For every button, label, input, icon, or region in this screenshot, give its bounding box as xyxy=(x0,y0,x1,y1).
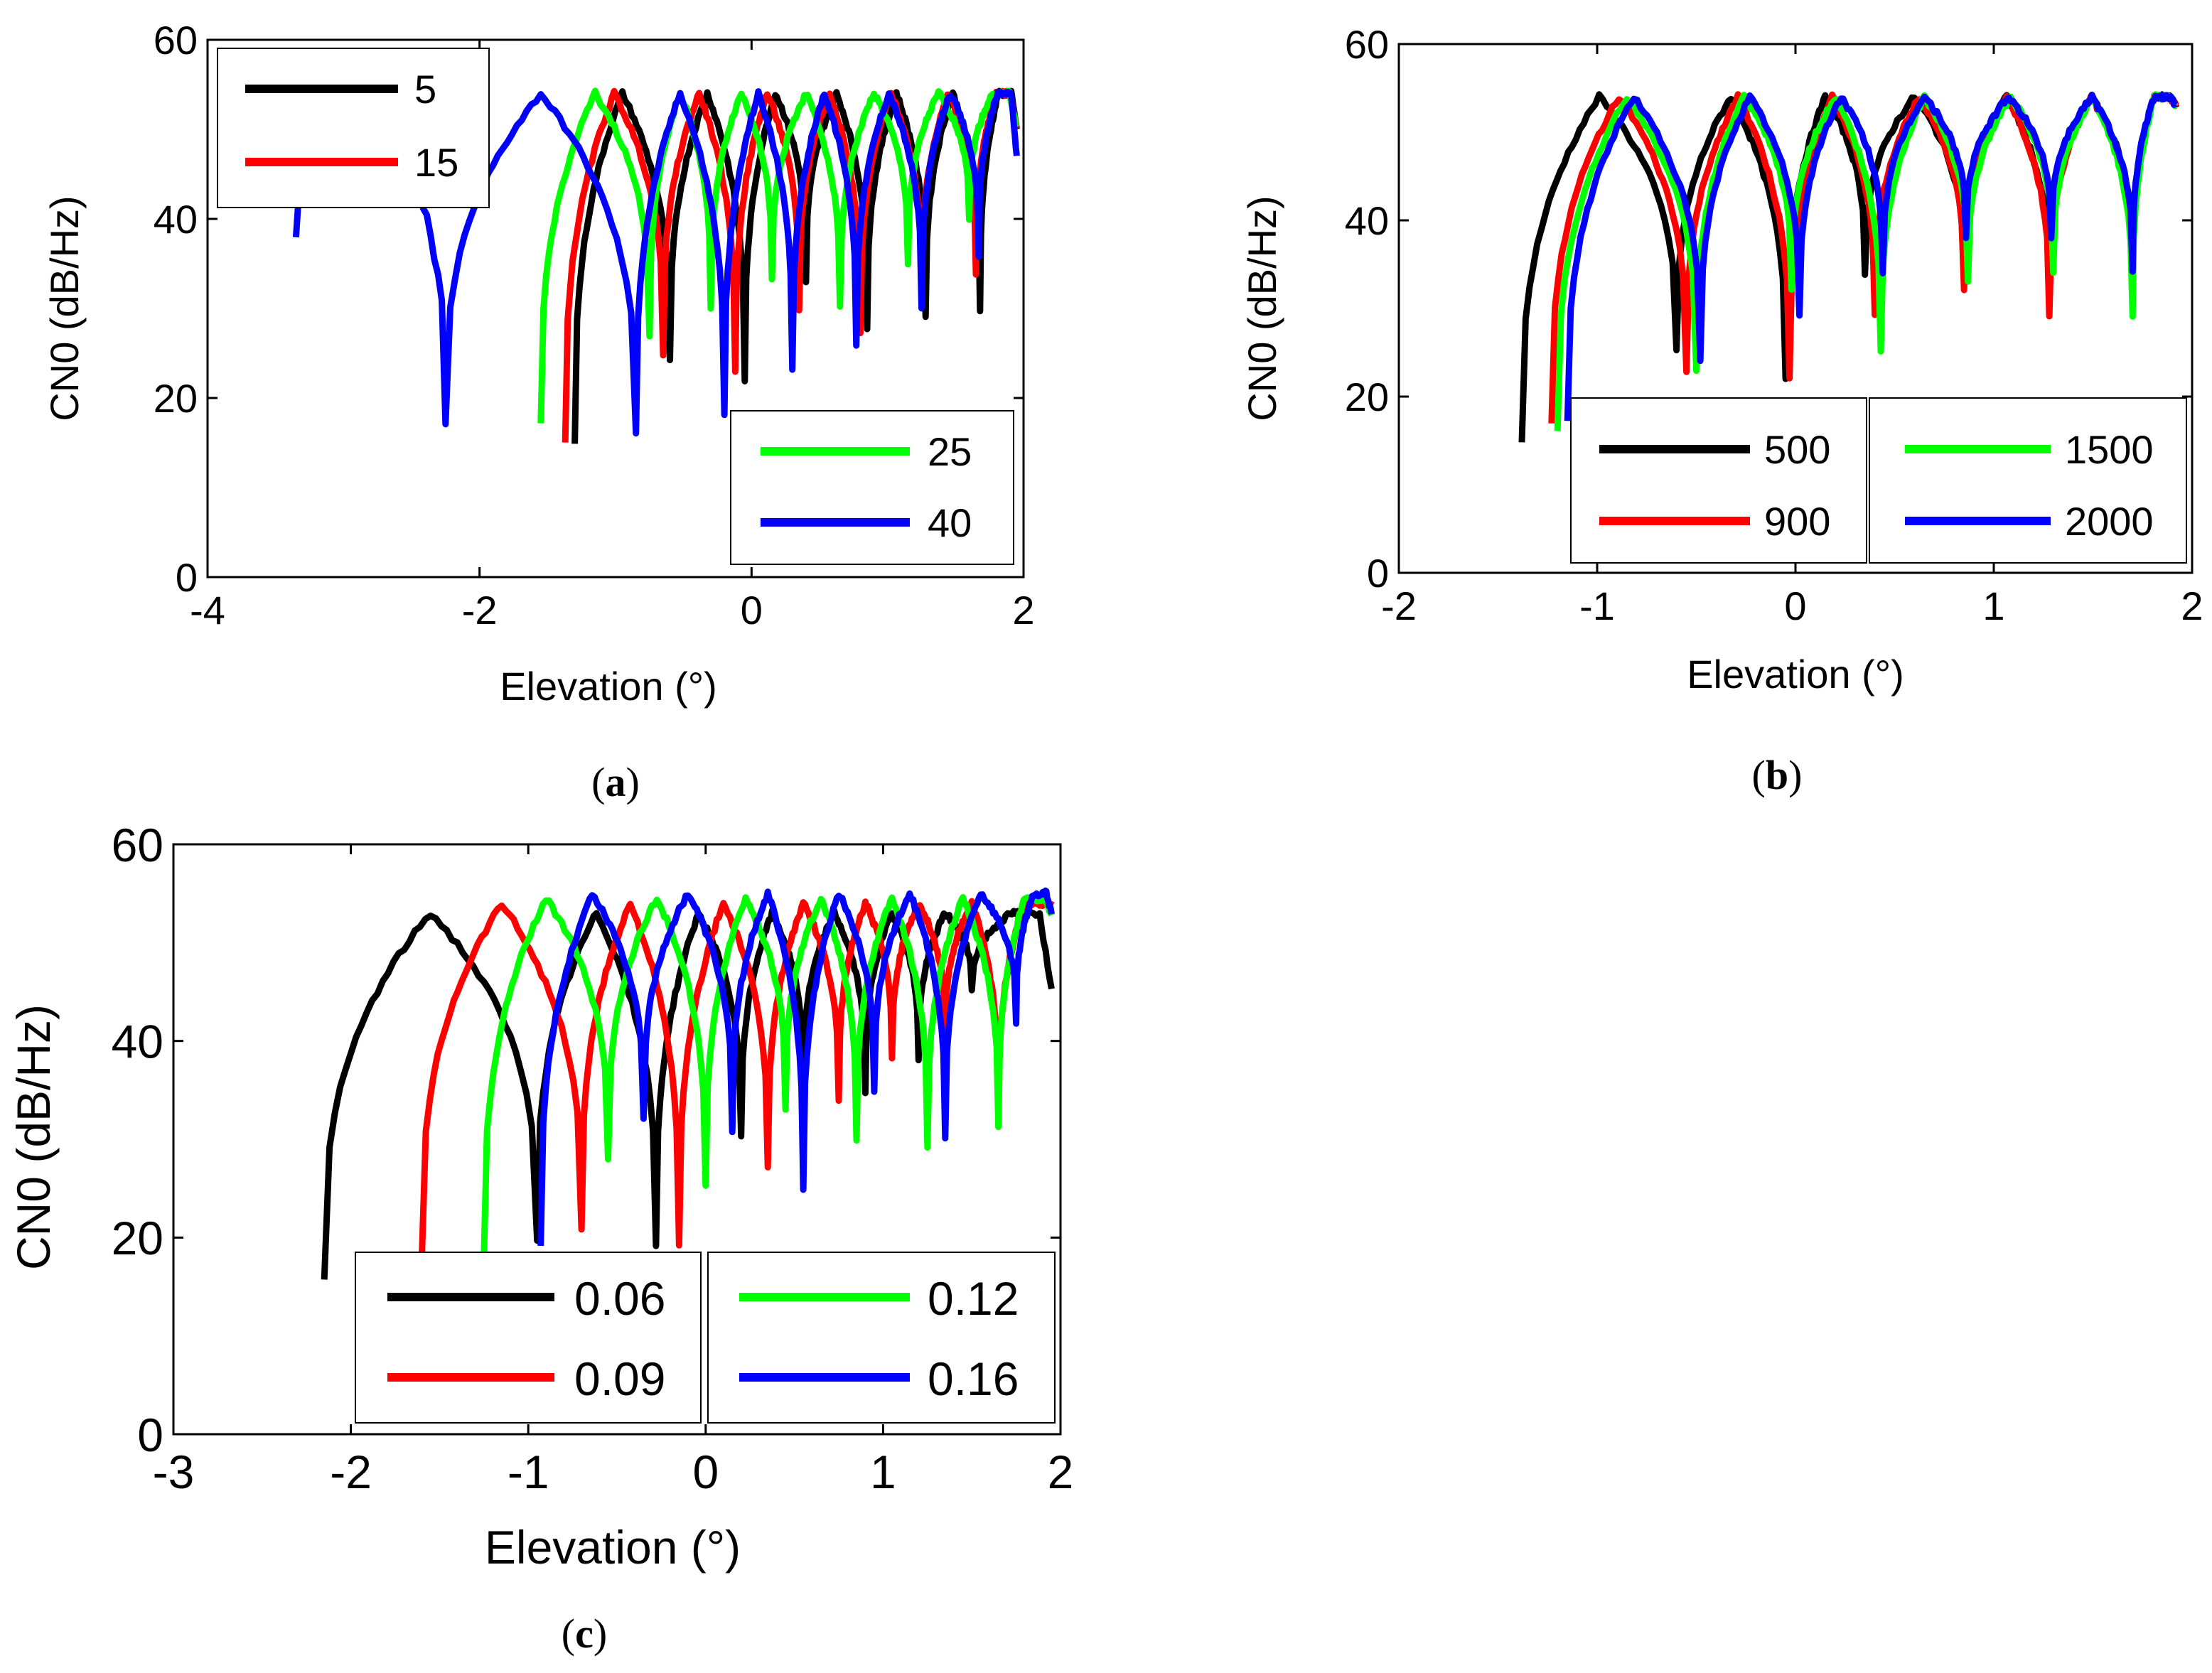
x-tick-label: -1 xyxy=(508,1446,549,1498)
x-tick-label: 1 xyxy=(870,1446,896,1498)
x-tick-label: 1 xyxy=(1982,583,2004,628)
legend-label: 25 xyxy=(928,429,972,474)
y-tick-label: 60 xyxy=(1345,22,1389,67)
legend-c-2: 0.12 0.16 xyxy=(707,1252,1056,1424)
legend-label: 40 xyxy=(928,500,972,545)
legend-b-1: 500 900 xyxy=(1570,397,1867,564)
legend-c-1: 0.06 0.09 xyxy=(355,1252,702,1424)
series-line-0.09 xyxy=(418,898,1055,1259)
legend-box xyxy=(707,1252,1056,1424)
y-tick-label: 20 xyxy=(154,376,198,421)
legend-box xyxy=(1869,397,2187,564)
x-tick-label: 2 xyxy=(2181,583,2203,628)
panel-caption-c: (c) xyxy=(562,1610,607,1657)
x-axis-label-a: Elevation (°) xyxy=(500,664,717,709)
legend-a-1: 5 15 xyxy=(217,48,490,208)
legend-b-2: 1500 2000 xyxy=(1869,397,2187,564)
legend-box xyxy=(217,48,490,208)
x-tick-label: 2 xyxy=(1012,588,1034,633)
y-tick-label: 60 xyxy=(154,18,198,63)
legend-label: 2000 xyxy=(2065,499,2154,544)
x-tick-label: -2 xyxy=(1381,583,1417,628)
x-tick-label: 0 xyxy=(741,588,763,633)
x-tick-label: 0 xyxy=(1784,583,1806,628)
y-axis-label-a: CN0 (dB/Hz) xyxy=(42,195,87,421)
y-tick-label: 0 xyxy=(1367,551,1389,596)
legend-label: 0.09 xyxy=(574,1352,665,1405)
y-tick-label: 20 xyxy=(1345,375,1389,419)
y-tick-label: 20 xyxy=(112,1212,163,1264)
y-axis-label-c: CN0 (dB/Hz) xyxy=(7,1004,60,1270)
panel-caption-b: (b) xyxy=(1752,752,1803,798)
x-tick-label: -2 xyxy=(462,588,498,633)
legend-label: 0.06 xyxy=(574,1272,665,1325)
x-axis-label-c: Elevation (°) xyxy=(485,1521,741,1574)
x-tick-label: -3 xyxy=(153,1446,195,1498)
legend-label: 0.16 xyxy=(928,1352,1019,1405)
legend-label: 5 xyxy=(414,67,436,112)
legend-box xyxy=(730,410,1014,565)
x-tick-label: -2 xyxy=(330,1446,372,1498)
y-axis-label-b: CN0 (dB/Hz) xyxy=(1240,195,1284,421)
y-tick-label: 40 xyxy=(112,1015,163,1067)
legend-box xyxy=(355,1252,702,1424)
series-line-40 xyxy=(292,85,1020,437)
x-tick-label: 2 xyxy=(1048,1446,1074,1498)
legend-label: 0.12 xyxy=(928,1272,1019,1325)
legend-label: 900 xyxy=(1764,499,1830,544)
x-tick-label: -4 xyxy=(190,588,225,633)
series-line-0.16 xyxy=(537,887,1055,1247)
x-axis-label-b: Elevation (°) xyxy=(1687,652,1904,696)
x-tick-label: 0 xyxy=(692,1446,719,1498)
legend-box xyxy=(1570,397,1867,564)
y-tick-label: 40 xyxy=(154,197,198,242)
legend-label: 1500 xyxy=(2065,427,2154,472)
y-tick-label: 60 xyxy=(112,819,163,871)
x-tick-label: -1 xyxy=(1579,583,1615,628)
legend-label: 15 xyxy=(414,140,458,185)
panel-caption-a: (a) xyxy=(591,759,640,805)
legend-a-2: 25 40 xyxy=(730,410,1014,565)
y-tick-label: 0 xyxy=(137,1409,163,1461)
y-tick-label: 0 xyxy=(176,555,198,600)
series-line-2000 xyxy=(1564,91,2179,421)
series-line-0.12 xyxy=(480,893,1055,1257)
legend-label: 500 xyxy=(1764,427,1830,472)
y-tick-label: 40 xyxy=(1345,198,1389,243)
